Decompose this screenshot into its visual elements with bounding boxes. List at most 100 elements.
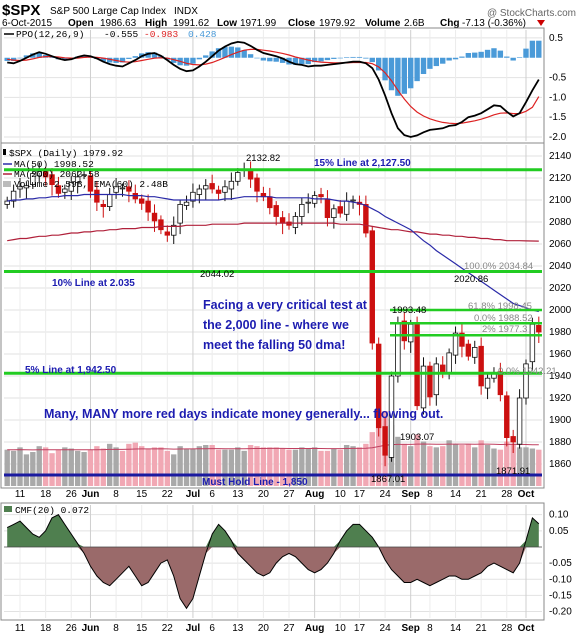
fib-0-label: 0.0% 1942.21 <box>498 366 557 377</box>
candle-body <box>10 190 17 202</box>
candle-body <box>504 395 510 438</box>
x-tick-label: 28 <box>501 489 513 500</box>
price-legend: $SPX (Daily) 1979.92 MA(50) 1998.52 MA(2… <box>3 148 168 190</box>
volume-bar <box>459 445 465 486</box>
volume-bar <box>331 448 337 486</box>
candle-body <box>446 352 452 374</box>
volume-bar <box>81 452 87 486</box>
ppo-histogram-bar <box>164 57 171 60</box>
x-tick-label: 10 <box>335 623 347 634</box>
volume-bar <box>343 445 350 486</box>
candle-body <box>151 212 158 222</box>
volume-bar <box>254 446 260 486</box>
volume-bar <box>260 447 267 486</box>
candle-body <box>94 189 100 203</box>
candle-body <box>106 194 113 207</box>
x-tick-label: 8 <box>427 623 433 634</box>
price-ytick-label: 1880 <box>549 437 572 448</box>
cmf-ytick-label: -0.10 <box>549 574 572 585</box>
volume-value: 2.6B <box>404 18 425 29</box>
x-tick-label: Aug <box>305 623 324 634</box>
annotations: 15% Line at 2,127.50 10% Line at 2.035 5… <box>25 153 557 488</box>
ppo-histogram-bar <box>356 56 363 58</box>
ppo-histogram-bar <box>305 57 311 65</box>
x-tick-label: 20 <box>258 489 270 500</box>
price-ytick-label: 1860 <box>549 459 572 470</box>
ppo-histogram-bar <box>408 57 414 89</box>
volume-bar <box>126 443 132 486</box>
candle-body <box>100 203 106 207</box>
volume-bar <box>158 447 164 486</box>
volume-bar <box>74 450 81 486</box>
x-tick-label: 24 <box>380 489 392 500</box>
volume-bar <box>440 446 446 486</box>
volume-bar <box>196 446 203 486</box>
line10-label: 10% Line at 2.035 <box>52 278 135 289</box>
candle-body <box>42 170 49 178</box>
candle-body <box>267 196 273 209</box>
ppo-histogram-bar <box>10 57 17 61</box>
open-label: Open <box>68 18 94 29</box>
ppo-histogram-bar <box>337 57 343 59</box>
line15-label: 15% Line at 2,127.50 <box>314 158 411 169</box>
ppo-legend-v1: -0.555 <box>104 29 139 40</box>
candle-body <box>337 206 343 214</box>
ppo-histogram-bar <box>375 57 382 71</box>
ppo-histogram-bar <box>299 57 305 65</box>
x-tick-label: 20 <box>258 623 270 634</box>
candle-body <box>292 216 299 228</box>
ma50-line <box>7 193 539 313</box>
price-legend-line1: $SPX (Daily) 1979.92 <box>9 148 123 159</box>
ppo-histogram-bar <box>119 57 126 63</box>
x-tick-label: Sep <box>402 623 420 634</box>
volume-bar <box>203 445 209 486</box>
candle-marks <box>4 161 542 467</box>
price-ytick-label: 1960 <box>549 349 572 360</box>
volume-bar <box>68 448 74 486</box>
x-tick-label: 11 <box>15 623 26 634</box>
ppo-ytick-label: 0.5 <box>549 33 563 44</box>
high-1993-label: 1993.48 <box>392 305 426 316</box>
ppo-histogram-bar <box>267 57 273 62</box>
candle-body <box>324 198 331 218</box>
candle-body <box>4 200 10 205</box>
ppo-legend: PPO(12,26,9) -0.555 -0.983 0.428 <box>4 29 217 40</box>
ppo-histogram-bar <box>472 52 478 58</box>
ppo-panel <box>0 27 545 144</box>
volume-ema-line <box>7 443 539 451</box>
x-tick-label: 8 <box>113 489 119 500</box>
volume-bar <box>145 448 151 486</box>
ppo-histogram-bar <box>241 50 247 58</box>
ppo-histogram-bar <box>132 56 138 58</box>
volume-bar <box>414 434 420 486</box>
ppo-histogram-bar <box>151 52 158 58</box>
volume-bar <box>62 447 68 486</box>
price-legend-ma200: MA(200) 2062.58 <box>14 169 100 180</box>
cmf-legend-text: CMF(20) 0.072 <box>15 505 89 516</box>
candle-body <box>472 346 478 358</box>
x-tick-label: 21 <box>476 623 488 634</box>
ppo-gridlines <box>4 30 542 141</box>
low-1903-label: 1903.07 <box>400 432 434 443</box>
candle-body <box>81 174 87 177</box>
volume-bar <box>17 447 23 486</box>
x-tick-label: Oct <box>518 489 535 500</box>
candle-body <box>369 230 375 344</box>
volume-bar <box>491 448 497 486</box>
cmf-legend: CMF(20) 0.072 <box>4 505 89 516</box>
ppo-histogram-bar <box>350 56 356 58</box>
ppo-histogram-bar <box>324 57 331 61</box>
ppo-histogram-bar <box>183 57 190 66</box>
volume-bar <box>337 449 343 486</box>
candle-body <box>452 332 459 356</box>
price-ytick-label: 2140 <box>549 151 572 162</box>
ppo-legend-v3: 0.428 <box>188 29 217 40</box>
x-axis-ticks: 11 11 18 18 26 26 Jun Jun 8 8 15 15 22 22 Jul Jul 6 6 13 13… <box>15 489 535 634</box>
cmf-negative-area <box>7 547 539 609</box>
high-label: High <box>145 18 167 29</box>
candle-body <box>516 397 523 445</box>
volume-bar <box>504 441 510 486</box>
candle-body <box>55 185 62 194</box>
volume-bar <box>478 440 484 486</box>
